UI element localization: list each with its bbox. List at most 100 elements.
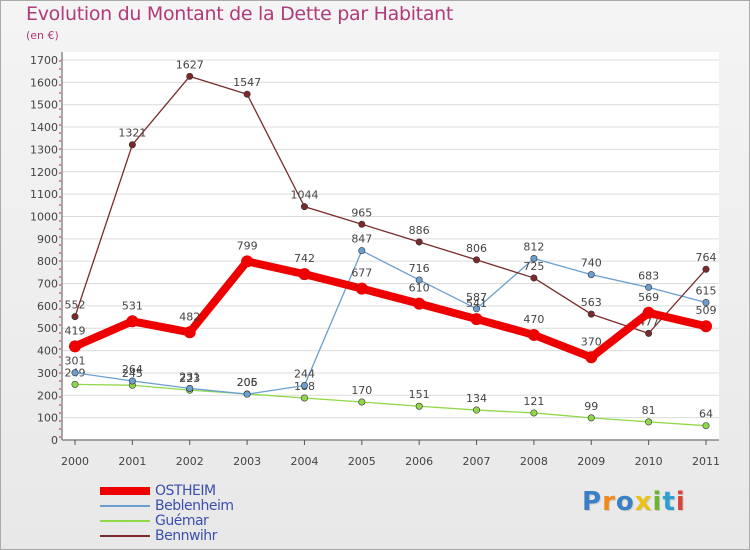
data-point: [702, 422, 710, 430]
data-label: 231: [179, 370, 200, 383]
data-point: [587, 310, 595, 318]
y-tick-label: 200: [37, 389, 58, 402]
x-tick-label: 2010: [635, 455, 663, 468]
x-tick-label: 2003: [233, 455, 261, 468]
data-label: 99: [584, 400, 598, 413]
data-label: 419: [65, 324, 86, 337]
y-tick-label: 1500: [30, 99, 58, 112]
data-point: [71, 369, 79, 377]
data-point: [186, 384, 194, 392]
data-label: 151: [409, 388, 430, 401]
y-tick-label: 500: [37, 322, 58, 335]
data-point: [183, 326, 196, 339]
data-point: [243, 390, 251, 398]
data-label: 245: [122, 367, 143, 380]
data-label: 81: [642, 404, 656, 417]
y-tick-label: 0: [51, 434, 58, 447]
y-tick-label: 1700: [30, 54, 58, 67]
data-label: 740: [581, 257, 602, 270]
data-label: 541: [466, 297, 487, 310]
data-label: 531: [122, 299, 143, 312]
data-point: [645, 283, 653, 291]
data-point: [186, 72, 194, 80]
data-label: 587: [466, 291, 487, 304]
data-point: [126, 315, 139, 328]
y-tick-label: 300: [37, 367, 58, 380]
data-label: 482: [179, 310, 200, 323]
legend-swatch: [100, 520, 150, 522]
data-label: 552: [65, 299, 86, 312]
data-point: [358, 220, 366, 228]
legend-swatch: [100, 505, 150, 507]
data-point: [587, 271, 595, 279]
data-point: [587, 414, 595, 422]
x-tick-label: 2001: [118, 455, 146, 468]
data-label: 610: [409, 282, 430, 295]
data-point: [645, 418, 653, 426]
data-point: [530, 274, 538, 282]
x-tick-label: 2005: [348, 455, 376, 468]
data-label: 509: [696, 304, 717, 317]
data-label: 847: [351, 233, 372, 246]
data-point: [530, 254, 538, 262]
data-point: [527, 328, 540, 341]
data-point: [473, 256, 481, 264]
chart-title: Evolution du Montant de la Dette par Hab…: [26, 3, 454, 25]
data-label: 206: [237, 376, 258, 389]
series-line: [74, 75, 707, 335]
x-tick-label: 2009: [577, 455, 605, 468]
y-tick-label: 900: [37, 233, 58, 246]
data-label: 244: [294, 367, 315, 380]
data-label: 615: [696, 285, 717, 298]
data-label: 563: [581, 296, 602, 309]
data-label: 764: [696, 251, 717, 264]
data-label: 205: [237, 376, 258, 389]
series-line: [74, 383, 707, 427]
data-label: 725: [523, 260, 544, 273]
x-tick-label: 2006: [405, 455, 433, 468]
data-label: 742: [294, 252, 315, 265]
data-point: [702, 265, 710, 273]
data-label: 370: [581, 335, 602, 348]
y-tick-label: 700: [37, 278, 58, 291]
y-tick-label: 100: [37, 412, 58, 425]
data-label: 134: [466, 392, 487, 405]
x-tick-label: 2004: [290, 455, 318, 468]
y-tick-label: 600: [37, 300, 58, 313]
data-point: [413, 297, 426, 310]
proxiti-logo: Proxiti: [582, 487, 686, 517]
data-label: 223: [179, 372, 200, 385]
x-tick-label: 2007: [463, 455, 491, 468]
series-line: [74, 250, 707, 395]
legend-label: OSTHEIM: [155, 483, 216, 499]
data-point: [298, 268, 311, 281]
data-label: 799: [237, 239, 258, 252]
x-tick-label: 2000: [61, 455, 89, 468]
data-point: [355, 282, 368, 295]
data-label: 716: [409, 262, 430, 275]
x-tick-label: 2011: [692, 455, 720, 468]
data-label: 301: [65, 355, 86, 368]
data-point: [300, 203, 308, 211]
data-point: [71, 313, 79, 321]
data-label: 965: [351, 206, 372, 219]
x-tick-label: 2002: [176, 455, 204, 468]
data-point: [415, 238, 423, 246]
data-label: 470: [523, 313, 544, 326]
data-point: [300, 394, 308, 402]
y-tick-label: 1000: [30, 210, 58, 223]
data-point: [128, 377, 136, 385]
data-point: [415, 402, 423, 410]
data-label: 683: [638, 269, 659, 282]
data-point: [128, 141, 136, 149]
x-tick-label: 2008: [520, 455, 548, 468]
data-label: 1044: [290, 189, 318, 202]
legend-label: Beblenheim: [155, 498, 234, 514]
series-line: [71, 257, 710, 362]
data-label: 1321: [118, 127, 146, 140]
data-point: [700, 320, 712, 333]
series-beblenheim: 301 264 231 205 244 847 716 587 812 740 683 615: [65, 233, 717, 398]
legend-label: Guémar: [155, 513, 209, 529]
legend-label: Bennwihr: [155, 528, 217, 544]
data-point: [585, 351, 598, 364]
